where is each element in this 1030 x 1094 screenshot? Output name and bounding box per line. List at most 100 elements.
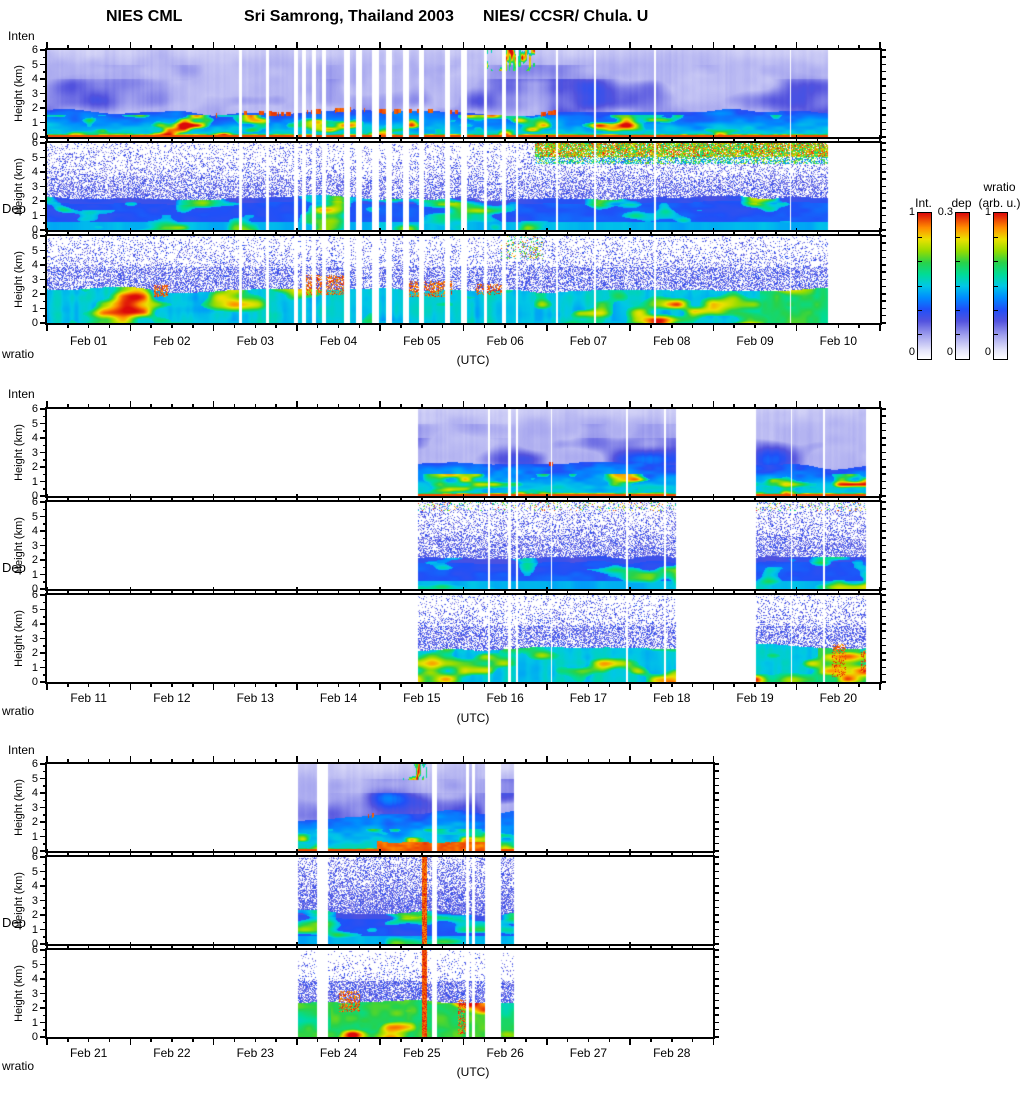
x-tick-minor <box>358 231 361 234</box>
y-tick-label: 0 <box>31 583 38 595</box>
x-tick-date-label: Feb 27 <box>569 1046 608 1060</box>
y-tick-right <box>882 107 886 109</box>
x-tick-minor <box>671 684 673 687</box>
x-tick-major <box>129 684 132 690</box>
x-tick-minor <box>400 231 402 234</box>
x-tick-major <box>546 325 548 331</box>
x-tick-minor <box>358 945 361 948</box>
x-tick-major <box>546 849 548 855</box>
y-tick-right <box>715 885 719 887</box>
x-tick-minor <box>150 325 152 328</box>
heatmap-canvas-wratio-group3 <box>47 950 713 1037</box>
y-tick-label: 2 <box>31 461 38 473</box>
y-tick-minor <box>43 814 46 816</box>
x-tick-minor <box>171 404 173 407</box>
y-tick-right <box>882 142 886 144</box>
x-tick-minor <box>858 45 860 48</box>
y-tick-right <box>882 466 886 468</box>
x-tick-major <box>129 587 132 593</box>
x-tick-minor <box>275 404 277 407</box>
x-tick-minor <box>108 684 111 687</box>
y-tick-major <box>40 200 46 202</box>
x-tick-minor <box>254 1039 256 1042</box>
y-tick-major <box>40 856 46 858</box>
x-tick-minor <box>108 590 111 593</box>
y-tick-major <box>40 870 46 872</box>
heatmap-canvas-dep-group3 <box>47 857 713 944</box>
y-tick-major <box>40 544 46 546</box>
x-tick-minor <box>691 759 694 762</box>
x-tick-minor <box>254 759 256 762</box>
y-tick-label: 5 <box>31 417 38 430</box>
x-tick-minor <box>671 325 673 328</box>
x-tick-minor <box>587 45 590 48</box>
y-tick-major <box>40 608 46 610</box>
x-tick-minor <box>858 325 860 328</box>
colorbar-wratio-subtitle: (arb. u.) <box>978 196 1021 210</box>
x-tick-major <box>46 1039 48 1045</box>
x-tick-major <box>212 401 215 407</box>
panel-row-label-wratio: wratio <box>2 347 35 361</box>
y-tick-right <box>882 171 886 173</box>
y-tick-right <box>715 877 719 880</box>
x-tick-minor <box>650 45 652 48</box>
x-tick-minor <box>691 945 694 948</box>
x-tick-major <box>46 756 48 762</box>
y-tick-minor <box>43 907 46 909</box>
x-tick-major <box>379 401 381 407</box>
y-tick-major <box>40 249 46 251</box>
x-tick-major <box>296 228 298 234</box>
x-tick-minor <box>504 590 506 593</box>
y-tick-minor <box>43 1000 46 1002</box>
x-tick-minor <box>233 759 236 762</box>
y-tick-major <box>40 623 46 625</box>
y-tick-label: 1 <box>31 568 38 581</box>
y-tick-major <box>40 92 46 94</box>
x-tick-minor <box>483 945 486 948</box>
x-tick-date-label: Feb 03 <box>236 334 274 348</box>
y-tick-label: 5 <box>31 603 38 616</box>
x-tick-minor <box>525 404 527 407</box>
y-tick-label: 5 <box>31 151 38 164</box>
x-tick-minor <box>254 325 256 328</box>
y-tick-major <box>40 573 46 575</box>
y-tick-major <box>40 637 46 639</box>
x-tick-minor <box>67 325 69 328</box>
x-tick-minor <box>525 138 527 141</box>
y-tick-right <box>882 114 886 116</box>
colorbar-int-min: 0 <box>908 346 915 358</box>
y-tick-minor <box>43 566 46 569</box>
x-tick-minor <box>192 138 194 141</box>
x-tick-minor <box>150 684 152 687</box>
x-tick-major <box>462 135 465 141</box>
y-tick-right <box>882 429 886 432</box>
y-tick-label: 6 <box>31 944 38 956</box>
x-tick-minor <box>421 1039 423 1042</box>
y-tick-major <box>40 78 46 80</box>
x-tick-minor <box>483 759 486 762</box>
x-tick-minor <box>421 945 423 948</box>
x-tick-date-label: Feb 25 <box>403 1046 441 1060</box>
x-tick-minor <box>566 325 569 328</box>
y-tick-label: 0 <box>31 131 38 143</box>
x-tick-major <box>879 135 881 141</box>
x-tick-major <box>795 401 798 407</box>
x-tick-minor <box>87 45 90 48</box>
y-tick-minor <box>43 523 46 525</box>
panel-row-label-dep: Dep <box>2 560 26 575</box>
y-tick-right <box>882 78 886 80</box>
y-tick-right <box>715 928 719 930</box>
x-tick-minor <box>67 231 69 234</box>
y-tick-label: 4 <box>31 618 38 630</box>
y-tick-major <box>40 480 46 482</box>
y-tick-minor <box>43 956 46 959</box>
y-tick-right <box>882 314 886 317</box>
x-tick-major <box>129 325 132 331</box>
y-tick-right <box>882 149 886 151</box>
y-tick-major <box>40 949 46 951</box>
x-tick-minor <box>67 759 69 762</box>
x-tick-major <box>212 228 215 234</box>
x-tick-minor <box>837 590 840 593</box>
x-tick-minor <box>358 759 361 762</box>
